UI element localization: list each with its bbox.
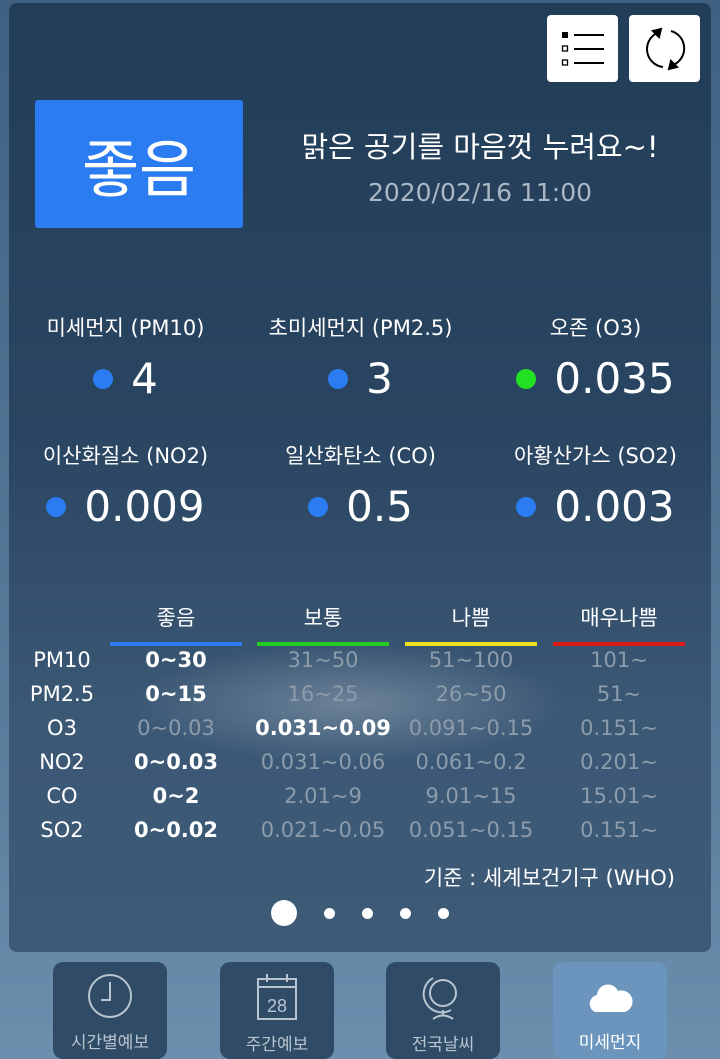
- grade-color-line: [110, 642, 242, 646]
- status-dot: [516, 496, 537, 517]
- clock-icon: [88, 974, 132, 1018]
- page-dot[interactable]: [324, 907, 335, 919]
- range-cell: 0.061~0.2: [415, 750, 527, 774]
- range-cell: 0~0.03: [137, 716, 215, 740]
- grade-header: 나쁨: [405, 602, 537, 646]
- grade-color-line: [405, 642, 537, 646]
- range-cell: 0~0.02: [133, 818, 219, 842]
- range-cell: 15.01~: [580, 784, 658, 808]
- pollutant-name: SO2: [40, 818, 84, 842]
- pollutant-value: 0.035: [554, 354, 675, 403]
- page-dot[interactable]: [400, 907, 411, 919]
- pollutant-name: NO2: [39, 750, 85, 774]
- pollutant-label: 아황산가스 (SO2): [514, 444, 677, 468]
- status-dot: [308, 496, 329, 517]
- measured-datetime: 2020/02/16 11:00: [367, 178, 593, 207]
- svg-text:28: 28: [267, 996, 287, 1016]
- grade-header: 보통: [257, 602, 389, 646]
- status-dot: [93, 368, 114, 389]
- page-indicator[interactable]: [0, 900, 720, 926]
- table-row: CO 0~2 2.01~9 9.01~15 15.01~: [0, 784, 720, 818]
- list-icon: [561, 31, 604, 66]
- range-cell: 0.151~: [580, 818, 658, 842]
- nav-national-weather[interactable]: 전국날씨: [386, 962, 500, 1059]
- grade-header-label: 나쁨: [451, 606, 491, 630]
- range-cell: 26~50: [435, 682, 507, 706]
- range-cell: 0.031~0.06: [260, 750, 386, 774]
- pollutant-name: PM10: [33, 648, 91, 672]
- range-cell: 0.201~: [580, 750, 658, 774]
- table-row: O3 0~0.03 0.031~0.09 0.091~0.15 0.151~: [0, 716, 720, 750]
- status-dot: [516, 368, 537, 389]
- refresh-icon: [645, 27, 685, 70]
- cloud-background: [129, 643, 569, 763]
- table-row: SO2 0~0.02 0.021~0.05 0.051~0.15 0.151~: [0, 818, 720, 852]
- range-cell: 0~2: [152, 784, 200, 808]
- grade-header: 매우나쁨: [553, 602, 685, 646]
- pollutant-item: 초미세먼지 (PM2.5) 3: [243, 312, 478, 403]
- range-cell: 0.031~0.09: [255, 716, 391, 740]
- pollutant-item: 이산화질소 (NO2) 0.009: [8, 440, 243, 531]
- grade-header-label: 매우나쁨: [580, 606, 658, 630]
- pollutant-value: 4: [131, 354, 158, 403]
- grade-color-line: [257, 642, 389, 646]
- table-row: PM10 0~30 31~50 51~100 101~: [0, 648, 720, 682]
- range-cell: 0.151~: [580, 716, 658, 740]
- range-cell: 16~25: [287, 682, 359, 706]
- range-cell: 0.021~0.05: [260, 818, 386, 842]
- pollutant-name: O3: [47, 716, 77, 740]
- pollutant-name: CO: [46, 784, 78, 808]
- range-cell: 0~15: [145, 682, 207, 706]
- grade-color-line: [553, 642, 685, 646]
- standard-source: 기준 : 세계보건기구 (WHO): [423, 866, 675, 890]
- list-button[interactable]: [547, 15, 618, 82]
- status-message: 맑은 공기를 마음껏 누려요~!: [301, 130, 659, 164]
- table-row: NO2 0~0.03 0.031~0.06 0.061~0.2 0.201~: [0, 750, 720, 784]
- grade-header-label: 보통: [303, 606, 343, 630]
- grade-badge: 좋음: [35, 100, 243, 228]
- page-dot[interactable]: [271, 900, 297, 926]
- pollutant-label: 초미세먼지 (PM2.5): [268, 316, 453, 340]
- pollutant-value: 3: [366, 354, 393, 403]
- pollutant-label: 이산화질소 (NO2): [42, 444, 209, 468]
- pollutant-item: 일산화탄소 (CO) 0.5: [243, 440, 478, 531]
- table-row: PM2.5 0~15 16~25 26~50 51~: [0, 682, 720, 716]
- page-dot[interactable]: [438, 907, 449, 919]
- nav-weekly-forecast[interactable]: 28 주간예보: [220, 962, 334, 1059]
- nav-fine-dust[interactable]: 미세먼지: [553, 962, 667, 1059]
- pollutant-label: 일산화탄소 (CO): [285, 444, 436, 468]
- range-cell: 101~: [590, 648, 648, 672]
- pollutant-label: 오존 (O3): [549, 316, 642, 340]
- pollutant-value: 0.009: [84, 482, 205, 531]
- pollutant-item: 미세먼지 (PM10) 4: [8, 312, 243, 403]
- calendar-icon: 28: [257, 974, 297, 1020]
- page-dot[interactable]: [362, 907, 373, 919]
- pollutant-label: 미세먼지 (PM10): [46, 316, 205, 340]
- cloud-icon: [589, 984, 633, 1012]
- range-cell: 0.051~0.15: [408, 818, 534, 842]
- grade-header-label: 좋음: [156, 606, 196, 630]
- pollutant-item: 오존 (O3) 0.035: [478, 312, 713, 403]
- range-cell: 9.01~15: [425, 784, 517, 808]
- pollutant-name: PM2.5: [29, 682, 95, 706]
- nav-hourly-forecast[interactable]: 시간별예보: [53, 962, 167, 1059]
- range-cell: 0.091~0.15: [408, 716, 534, 740]
- range-cell: 31~50: [287, 648, 359, 672]
- range-cell: 51~100: [428, 648, 514, 672]
- status-dot: [46, 496, 67, 517]
- range-cell: 0~30: [145, 648, 207, 672]
- refresh-button[interactable]: [629, 15, 700, 82]
- range-cell: 0~0.03: [133, 750, 219, 774]
- range-cell: 2.01~9: [284, 784, 362, 808]
- pollutant-value: 0.5: [346, 482, 413, 531]
- globe-icon: [422, 977, 457, 1020]
- pollutant-item: 아황산가스 (SO2) 0.003: [478, 440, 713, 531]
- grade-header: 좋음: [110, 602, 242, 646]
- status-dot: [328, 368, 349, 389]
- pollutant-value: 0.003: [554, 482, 675, 531]
- range-cell: 51~: [596, 682, 642, 706]
